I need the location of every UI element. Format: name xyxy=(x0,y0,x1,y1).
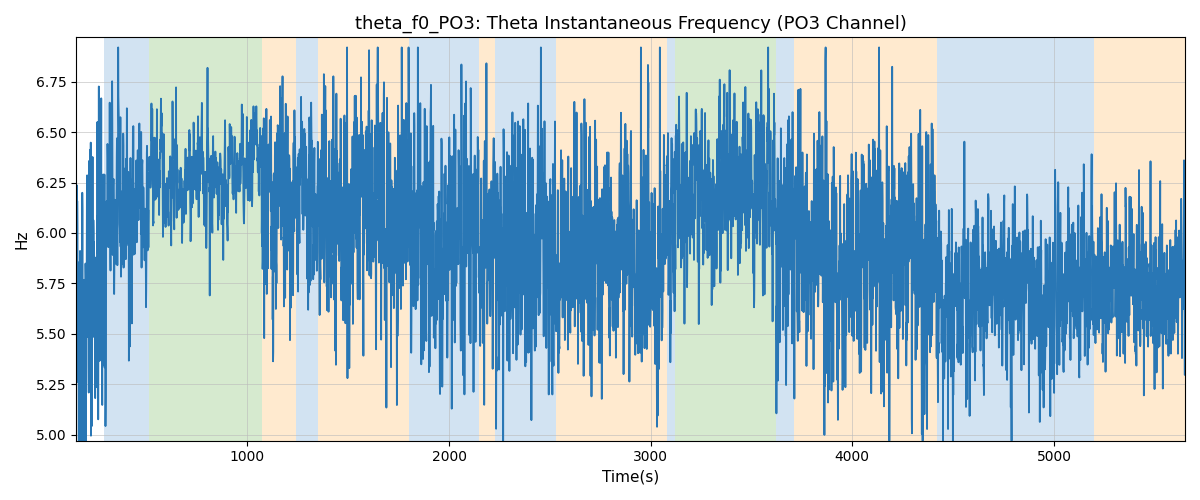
Bar xyxy=(104,38,149,440)
Bar xyxy=(794,38,937,440)
Bar xyxy=(496,38,556,440)
Title: theta_f0_PO3: Theta Instantaneous Frequency (PO3 Channel): theta_f0_PO3: Theta Instantaneous Freque… xyxy=(354,15,906,34)
X-axis label: Time(s): Time(s) xyxy=(602,470,659,485)
Bar xyxy=(775,38,794,440)
Bar xyxy=(667,38,674,440)
Bar xyxy=(937,38,1078,440)
Bar xyxy=(149,38,262,440)
Bar xyxy=(262,38,296,440)
Bar xyxy=(1094,38,1184,440)
Bar xyxy=(479,38,496,440)
Bar xyxy=(409,38,479,440)
Bar xyxy=(1078,38,1094,440)
Bar xyxy=(556,38,667,440)
Bar xyxy=(318,38,409,440)
Bar xyxy=(296,38,318,440)
Bar xyxy=(674,38,775,440)
Y-axis label: Hz: Hz xyxy=(14,230,30,249)
